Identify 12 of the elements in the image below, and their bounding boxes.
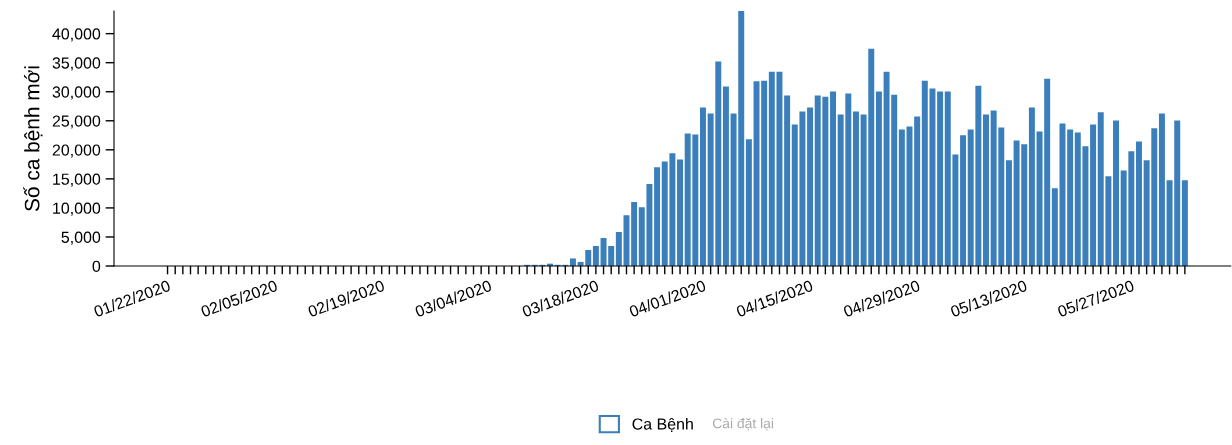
y-tick-label: 15,000 [53, 173, 101, 187]
y-tick-label: 40,000 [52, 28, 101, 42]
y-tick-label: 30,000 [52, 86, 101, 100]
text: Cài đặt lại [712, 417, 774, 431]
y-tick-label: 10,000 [53, 202, 101, 216]
legend-label: Ca Bệnh [632, 417, 693, 432]
y-tick-label: 20,000 [52, 144, 101, 158]
y-tick-label: 5,000 [61, 231, 101, 245]
y-tick-label: 35,000 [52, 57, 101, 71]
y-axis-title: Số ca bệnh mới [23, 66, 43, 211]
y-tick-label: 0 [92, 260, 101, 272]
y-tick-label: 25,000 [52, 115, 101, 129]
